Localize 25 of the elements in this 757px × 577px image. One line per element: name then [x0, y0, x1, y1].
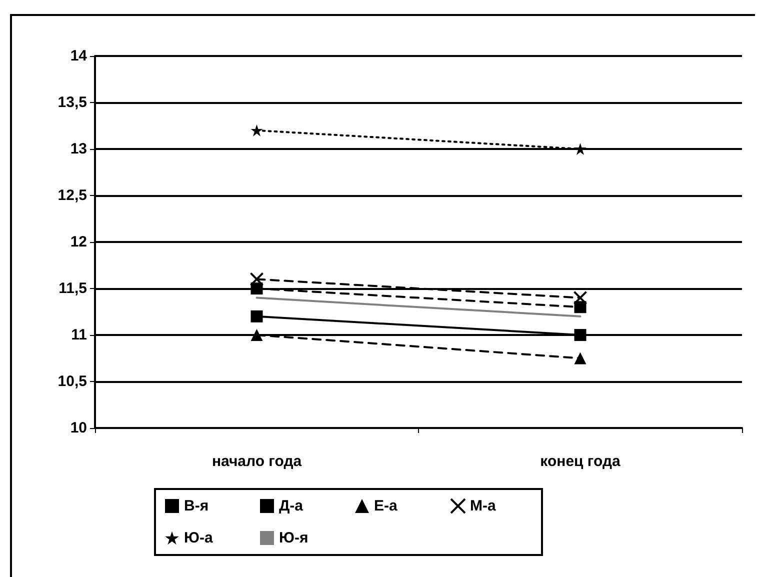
x-tick-label: конец года — [540, 453, 621, 470]
legend-label: Е-а — [374, 498, 398, 514]
y-tick-label: 10,5 — [58, 373, 87, 390]
y-tick-label: 10 — [70, 420, 87, 436]
point — [250, 282, 263, 294]
y-tick-label: 12 — [70, 234, 87, 250]
point — [574, 329, 586, 341]
y-tick-label: 13 — [70, 140, 87, 158]
point — [250, 272, 264, 286]
legend-label: Ю-я — [279, 530, 308, 546]
point — [250, 310, 263, 322]
legend-label: Д-а — [279, 498, 304, 514]
legend-label: В-я — [184, 498, 209, 514]
point — [574, 301, 586, 314]
y-tick-label: 14 — [70, 48, 88, 64]
point — [250, 124, 263, 136]
y-tick-label: 11,5 — [58, 280, 87, 297]
x-tick-label: начало года — [212, 453, 302, 470]
point — [574, 143, 586, 155]
y-tick-label: 13,5 — [58, 94, 87, 111]
point — [573, 290, 588, 305]
legend-label: М-а — [470, 498, 496, 514]
legend-label: Ю-а — [184, 530, 214, 546]
y-tick-label: 12,5 — [58, 187, 87, 204]
y-tick-label: 11 — [71, 326, 87, 344]
